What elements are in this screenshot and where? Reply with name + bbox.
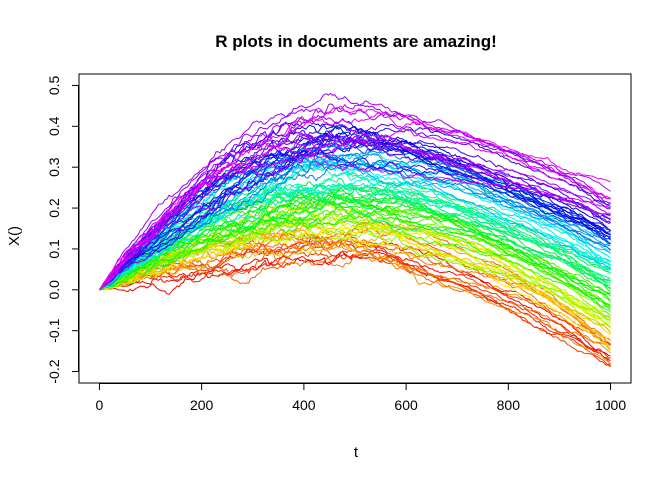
series-line	[98, 93, 611, 291]
series-line	[98, 122, 611, 291]
chart-title: R plots in documents are amazing!	[215, 32, 497, 51]
series-line	[99, 239, 611, 367]
x-tick-label: 0	[96, 397, 104, 413]
y-tick-label: -0.2	[46, 359, 62, 383]
series-line	[99, 133, 611, 291]
series-line	[99, 132, 611, 291]
series-line	[99, 136, 611, 291]
series-line	[99, 131, 611, 291]
series-line	[99, 165, 611, 291]
series-line	[98, 103, 611, 291]
y-tick-label: 0.0	[46, 280, 62, 300]
x-axis-label: t	[354, 444, 359, 461]
series-line	[99, 205, 611, 324]
series-line	[99, 115, 611, 291]
series-line	[99, 197, 611, 294]
x-tick-label: 600	[394, 397, 418, 413]
series-line	[99, 184, 611, 291]
series-line	[99, 120, 611, 291]
series-line	[99, 123, 611, 291]
y-tick-label: 0.5	[46, 76, 62, 96]
x-tick-label: 400	[292, 397, 316, 413]
series-layer	[98, 93, 612, 368]
series-line	[99, 141, 611, 291]
series-line	[99, 150, 611, 291]
series-line	[99, 131, 611, 291]
series-line	[99, 128, 611, 291]
series-line	[99, 198, 611, 311]
y-tick-label: 0.1	[46, 239, 62, 259]
series-line	[99, 150, 611, 291]
y-tick-label: 0.3	[46, 157, 62, 177]
series-line	[99, 240, 611, 357]
axes-layer: 0 200 400 600 800 1000 -0.2 -0.1 0.0 0.1 0.2 0.3 0.4…	[46, 76, 626, 413]
y-axis-label: X()	[6, 226, 23, 246]
series-line	[99, 212, 611, 319]
x-tick-label: 1000	[595, 397, 626, 413]
series-line	[99, 224, 611, 333]
x-tick-label: 800	[497, 397, 521, 413]
series-line	[99, 105, 611, 291]
y-tick-label: 0.4	[46, 116, 62, 136]
series-line	[99, 242, 611, 341]
y-tick-label: -0.1	[46, 318, 62, 342]
series-line	[99, 210, 611, 305]
x-tick-label: 200	[190, 397, 214, 413]
series-line	[99, 251, 611, 362]
y-tick-label: 0.2	[46, 198, 62, 218]
